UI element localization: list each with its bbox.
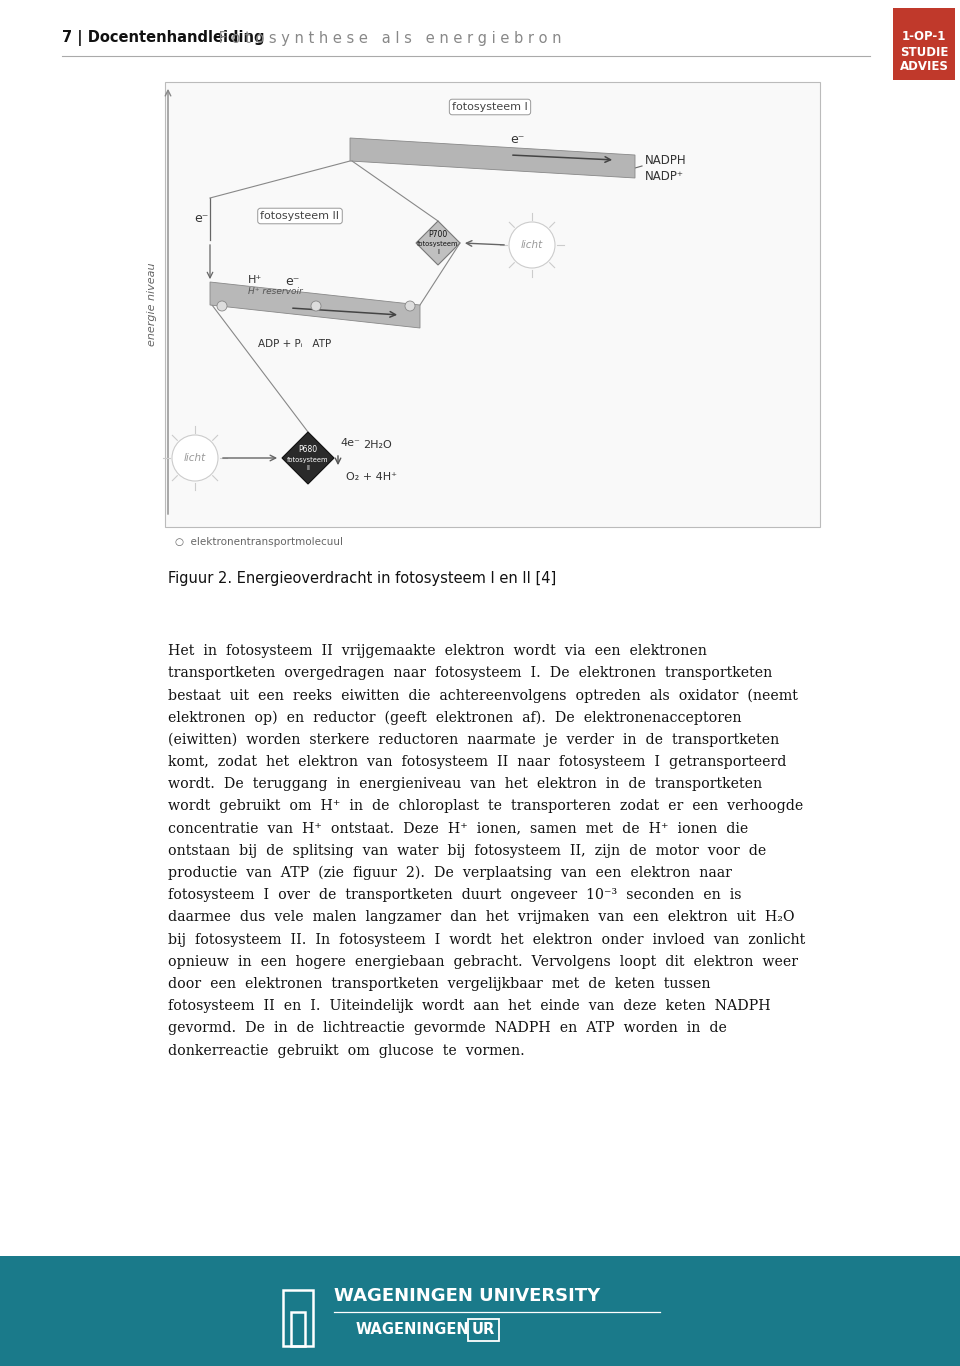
- Text: e⁻: e⁻: [194, 212, 208, 225]
- Text: F o t o s y n t h e s e   a l s   e n e r g i e b r o n: F o t o s y n t h e s e a l s e n e r g …: [214, 30, 562, 45]
- Circle shape: [172, 434, 218, 481]
- Text: fotosysteem I: fotosysteem I: [452, 102, 528, 112]
- Polygon shape: [416, 221, 460, 265]
- Text: fotosysteem  II  en  I.  Uiteindelijk  wordt  aan  het  einde  van  deze  keten : fotosysteem II en I. Uiteindelijk wordt …: [168, 999, 771, 1014]
- Polygon shape: [210, 281, 420, 328]
- Text: 2H₂O: 2H₂O: [363, 440, 392, 449]
- Text: H⁺: H⁺: [248, 275, 262, 285]
- Text: H⁺ reservoir: H⁺ reservoir: [248, 287, 302, 296]
- Circle shape: [217, 301, 227, 311]
- Text: licht: licht: [184, 454, 206, 463]
- Text: II: II: [306, 464, 310, 471]
- Text: NADPH: NADPH: [645, 153, 686, 167]
- Text: e⁻: e⁻: [510, 133, 524, 146]
- Text: fotosysteem II: fotosysteem II: [260, 210, 340, 221]
- Text: daarmee  dus  vele  malen  langzamer  dan  het  vrijmaken  van  een  elektron  u: daarmee dus vele malen langzamer dan het…: [168, 910, 795, 925]
- Text: wordt.  De  teruggang  in  energieniveau  van  het  elektron  in  de  transportk: wordt. De teruggang in energieniveau van…: [168, 777, 762, 791]
- Text: transportketen  overgedragen  naar  fotosysteem  I.  De  elektronen  transportke: transportketen overgedragen naar fotosys…: [168, 667, 772, 680]
- Text: gevormd.  De  in  de  lichtreactie  gevormde  NADPH  en  ATP  worden  in  de: gevormd. De in de lichtreactie gevormde …: [168, 1022, 727, 1035]
- Text: UR: UR: [472, 1322, 495, 1337]
- Text: ○  elektronentransportmolecuul: ○ elektronentransportmolecuul: [175, 537, 343, 546]
- Text: WAGENINGEN: WAGENINGEN: [356, 1322, 469, 1337]
- Text: P680: P680: [299, 445, 318, 454]
- Text: productie  van  ATP  (zie  figuur  2).  De  verplaatsing  van  een  elektron  na: productie van ATP (zie figuur 2). De ver…: [168, 866, 732, 881]
- Text: e⁻: e⁻: [285, 275, 300, 288]
- Text: fotosysteem: fotosysteem: [418, 240, 459, 247]
- Text: NADP⁺: NADP⁺: [645, 169, 684, 183]
- Text: 7 | Docentenhandleiding: 7 | Docentenhandleiding: [62, 30, 265, 46]
- Text: donkerreactie  gebruikt  om  glucose  te  vormen.: donkerreactie gebruikt om glucose te vor…: [168, 1044, 525, 1057]
- Text: Figuur 2. Energieoverdracht in fotosysteem I en II [4]: Figuur 2. Energieoverdracht in fotosyste…: [168, 571, 556, 586]
- Circle shape: [405, 301, 415, 311]
- FancyBboxPatch shape: [893, 8, 955, 81]
- Text: WAGENINGEN UNIVERSITY: WAGENINGEN UNIVERSITY: [334, 1287, 600, 1305]
- Text: ontstaan  bij  de  splitsing  van  water  bij  fotosysteem  II,  zijn  de  motor: ontstaan bij de splitsing van water bij …: [168, 844, 766, 858]
- Text: O₂ + 4H⁺: O₂ + 4H⁺: [346, 473, 397, 482]
- Text: elektronen  op)  en  reductor  (geeft  elektronen  af).  De  elektronenacceptore: elektronen op) en reductor (geeft elektr…: [168, 710, 741, 725]
- Text: licht: licht: [521, 240, 543, 250]
- Text: komt,  zodat  het  elektron  van  fotosysteem  II  naar  fotosysteem  I  getrans: komt, zodat het elektron van fotosysteem…: [168, 755, 786, 769]
- Bar: [0, 1255, 960, 1366]
- Text: energie niveau: energie niveau: [147, 262, 157, 346]
- Text: I: I: [437, 249, 439, 255]
- Bar: [283, 1290, 313, 1346]
- Text: concentratie  van  H⁺  ontstaat.  Deze  H⁺  ionen,  samen  met  de  H⁺  ionen  d: concentratie van H⁺ ontstaat. Deze H⁺ io…: [168, 821, 748, 836]
- Text: wordt  gebruikt  om  H⁺  in  de  chloroplast  te  transporteren  zodat  er  een : wordt gebruikt om H⁺ in de chloroplast t…: [168, 799, 804, 813]
- Bar: [291, 1311, 305, 1346]
- Text: (eiwitten)  worden  sterkere  reductoren  naarmate  je  verder  in  de  transpor: (eiwitten) worden sterkere reductoren na…: [168, 732, 780, 747]
- Text: 4e⁻: 4e⁻: [340, 438, 360, 448]
- Text: ADP + Pᵢ   ATP: ADP + Pᵢ ATP: [258, 339, 331, 348]
- Text: opnieuw  in  een  hogere  energiebaan  gebracht.  Vervolgens  loopt  dit  elektr: opnieuw in een hogere energiebaan gebrac…: [168, 955, 798, 968]
- Text: ADVIES: ADVIES: [900, 60, 948, 74]
- Polygon shape: [282, 432, 334, 484]
- Text: fotosysteem: fotosysteem: [287, 458, 328, 463]
- Polygon shape: [350, 138, 635, 178]
- Circle shape: [311, 301, 321, 311]
- Text: Het  in  fotosysteem  II  vrijgemaakte  elektron  wordt  via  een  elektronen: Het in fotosysteem II vrijgemaakte elekt…: [168, 643, 707, 658]
- Circle shape: [509, 223, 555, 268]
- Bar: [165, 82, 820, 527]
- Text: P700: P700: [428, 229, 447, 239]
- Text: STUDIE: STUDIE: [900, 45, 948, 59]
- Text: door  een  elektronen  transportketen  vergelijkbaar  met  de  keten  tussen: door een elektronen transportketen verge…: [168, 977, 710, 990]
- Text: bestaat  uit  een  reeks  eiwitten  die  achtereenvolgens  optreden  als  oxidat: bestaat uit een reeks eiwitten die achte…: [168, 688, 798, 702]
- Text: fotosysteem  I  over  de  transportketen  duurt  ongeveer  10⁻³  seconden  en  i: fotosysteem I over de transportketen duu…: [168, 888, 741, 902]
- Text: bij  fotosysteem  II.  In  fotosysteem  I  wordt  het  elektron  onder  invloed : bij fotosysteem II. In fotosysteem I wor…: [168, 933, 805, 947]
- Text: 1-OP-1: 1-OP-1: [901, 30, 947, 42]
